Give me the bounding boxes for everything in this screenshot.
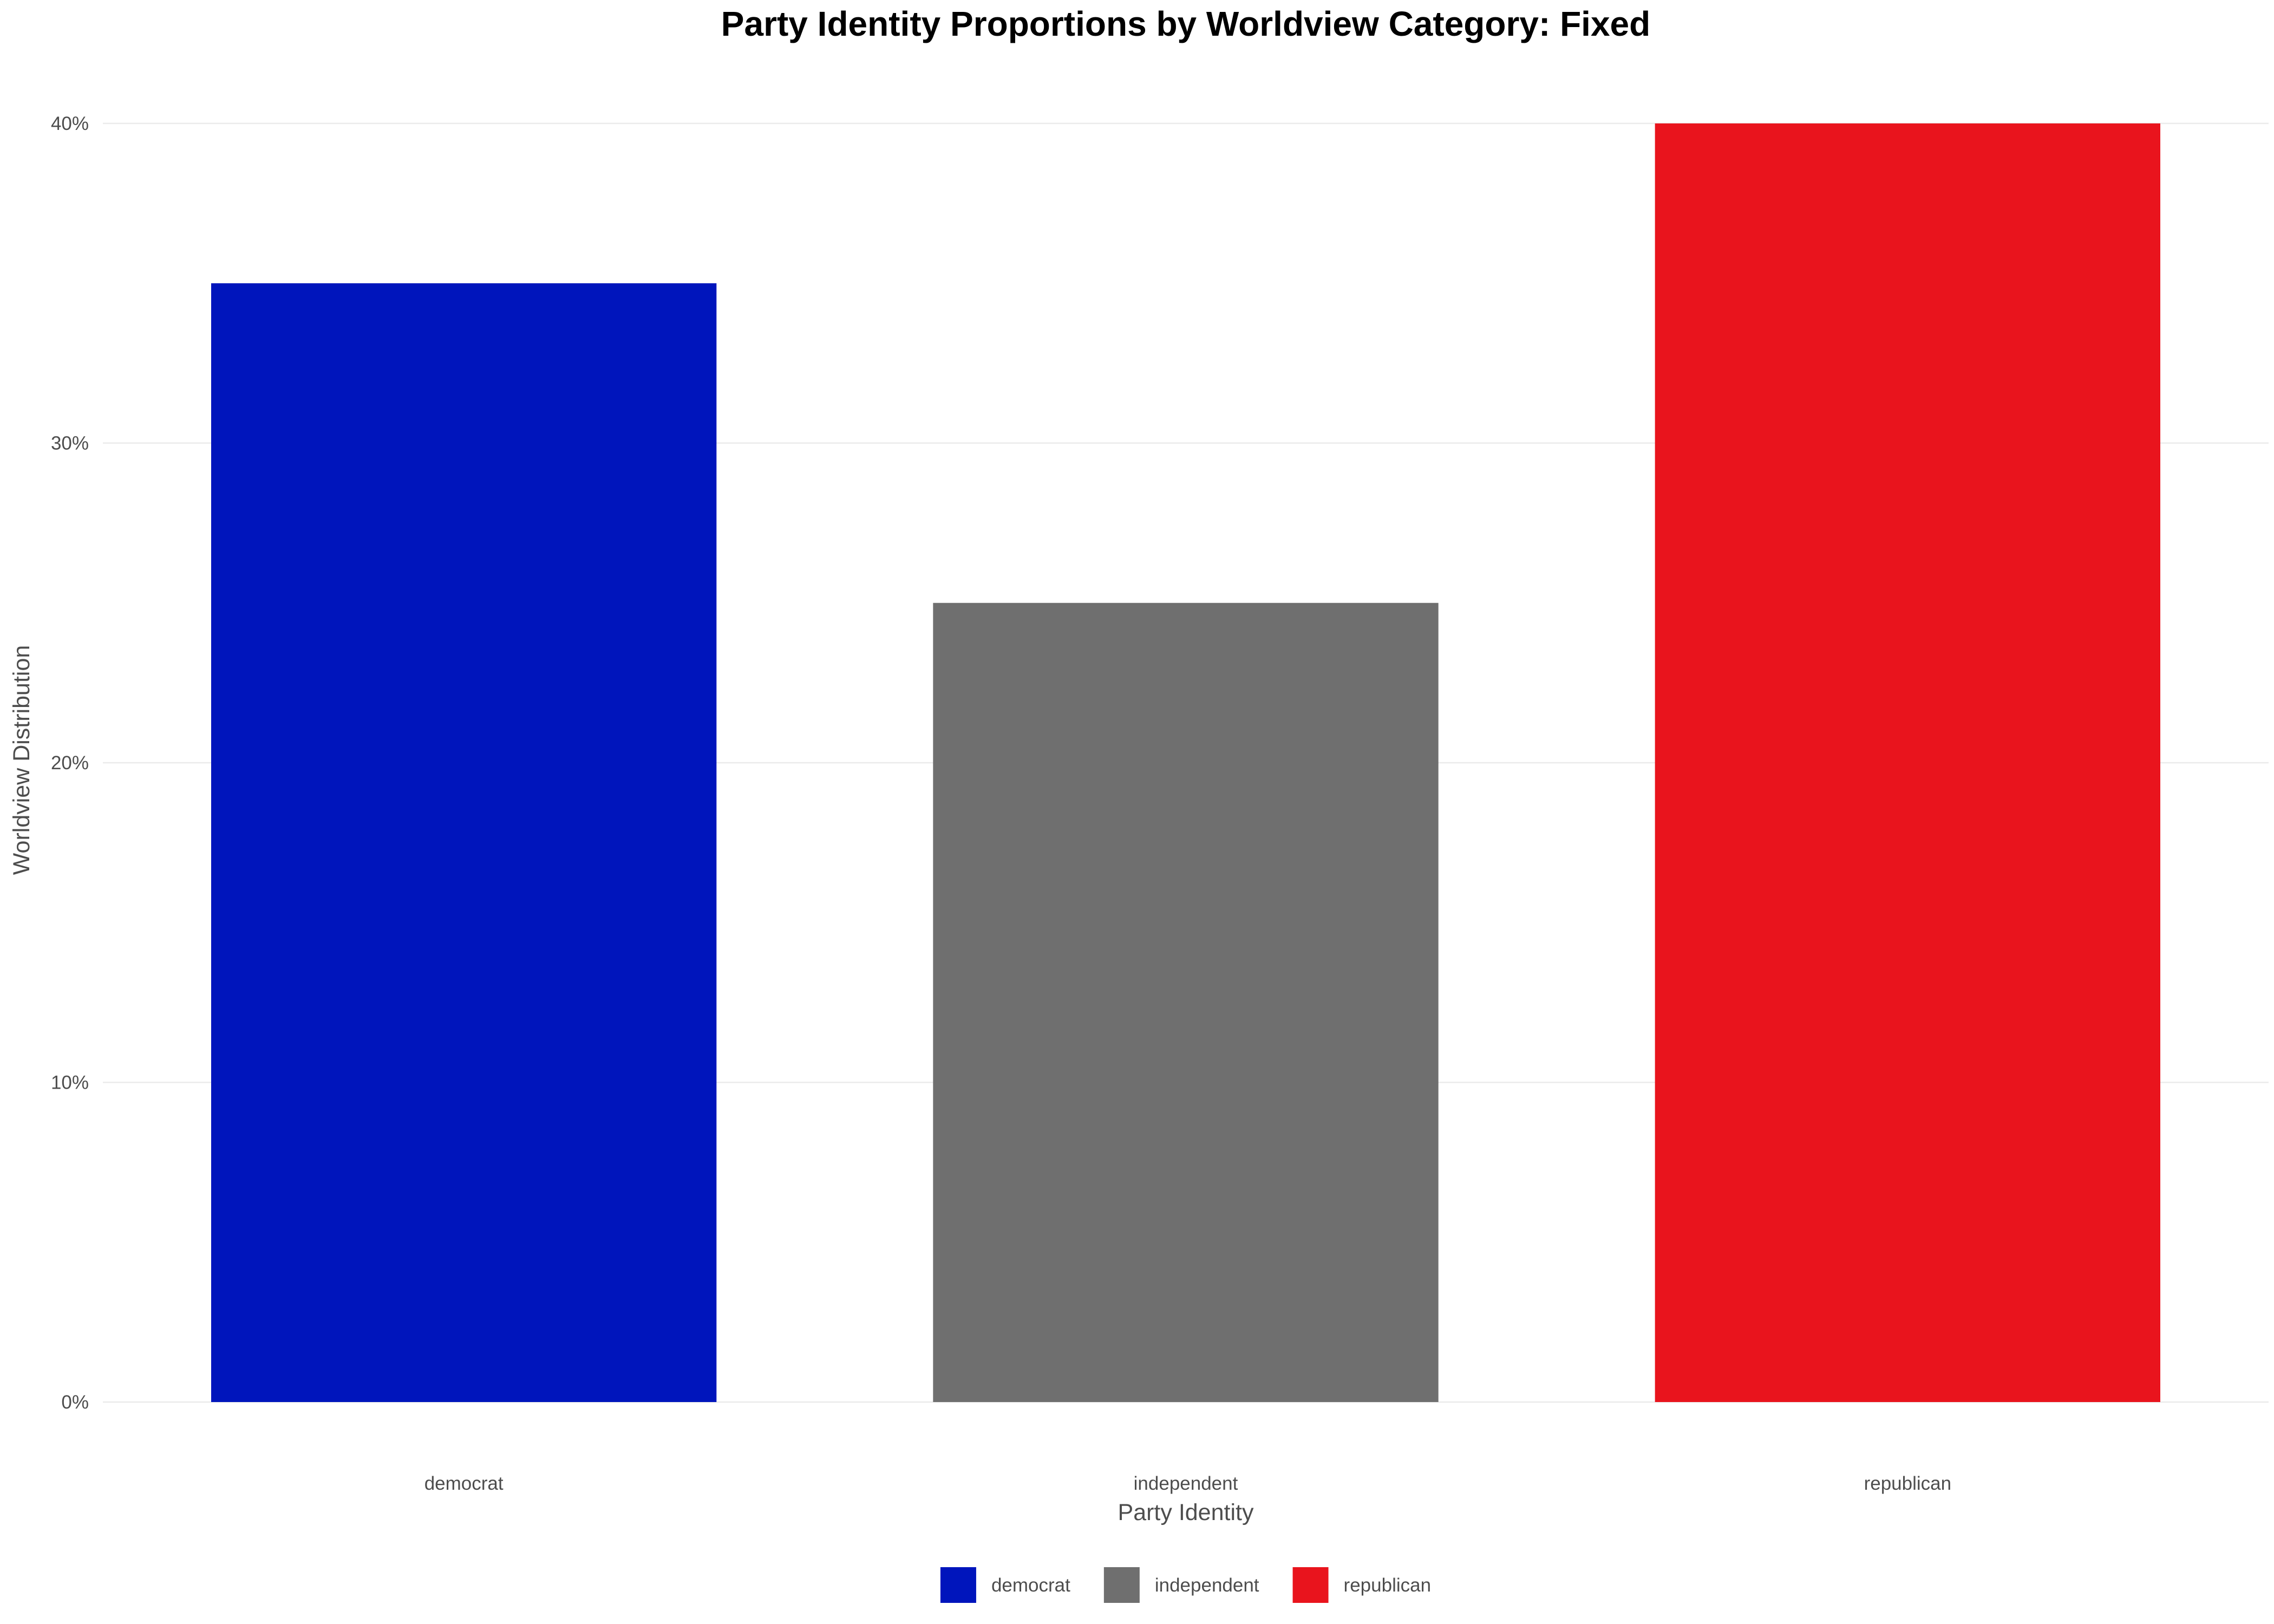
x-axis-ticks: democrat independent republican <box>424 1473 1951 1494</box>
legend-key-independent <box>1103 1567 1140 1603</box>
y-tick-label: 0% <box>61 1392 89 1413</box>
legend-label-democrat: democrat <box>991 1575 1070 1596</box>
bars <box>211 123 2160 1402</box>
y-tick-label: 30% <box>51 433 89 454</box>
legend-key-republican <box>1292 1567 1329 1603</box>
legend: democrat independent republican <box>940 1567 1431 1603</box>
x-tick-label-republican: republican <box>1864 1473 1952 1494</box>
chart-title: Party Identity Proportions by Worldview … <box>721 4 1650 43</box>
bar-republican <box>1655 123 2160 1402</box>
legend-label-independent: independent <box>1155 1575 1259 1596</box>
y-tick-label: 40% <box>51 113 89 134</box>
legend-key-democrat <box>940 1567 976 1603</box>
bar-democrat <box>211 283 717 1402</box>
x-tick-label-democrat: democrat <box>424 1473 504 1494</box>
bar-independent <box>933 603 1439 1402</box>
x-tick-label-independent: independent <box>1134 1473 1238 1494</box>
y-axis-label: Worldview Distribution <box>9 645 35 875</box>
y-axis-ticks: 0% 10% 20% 30% 40% <box>51 113 89 1413</box>
x-axis-label: Party Identity <box>1118 1499 1254 1525</box>
y-tick-label: 20% <box>51 752 89 774</box>
legend-label-republican: republican <box>1344 1575 1432 1596</box>
y-tick-label: 10% <box>51 1072 89 1093</box>
